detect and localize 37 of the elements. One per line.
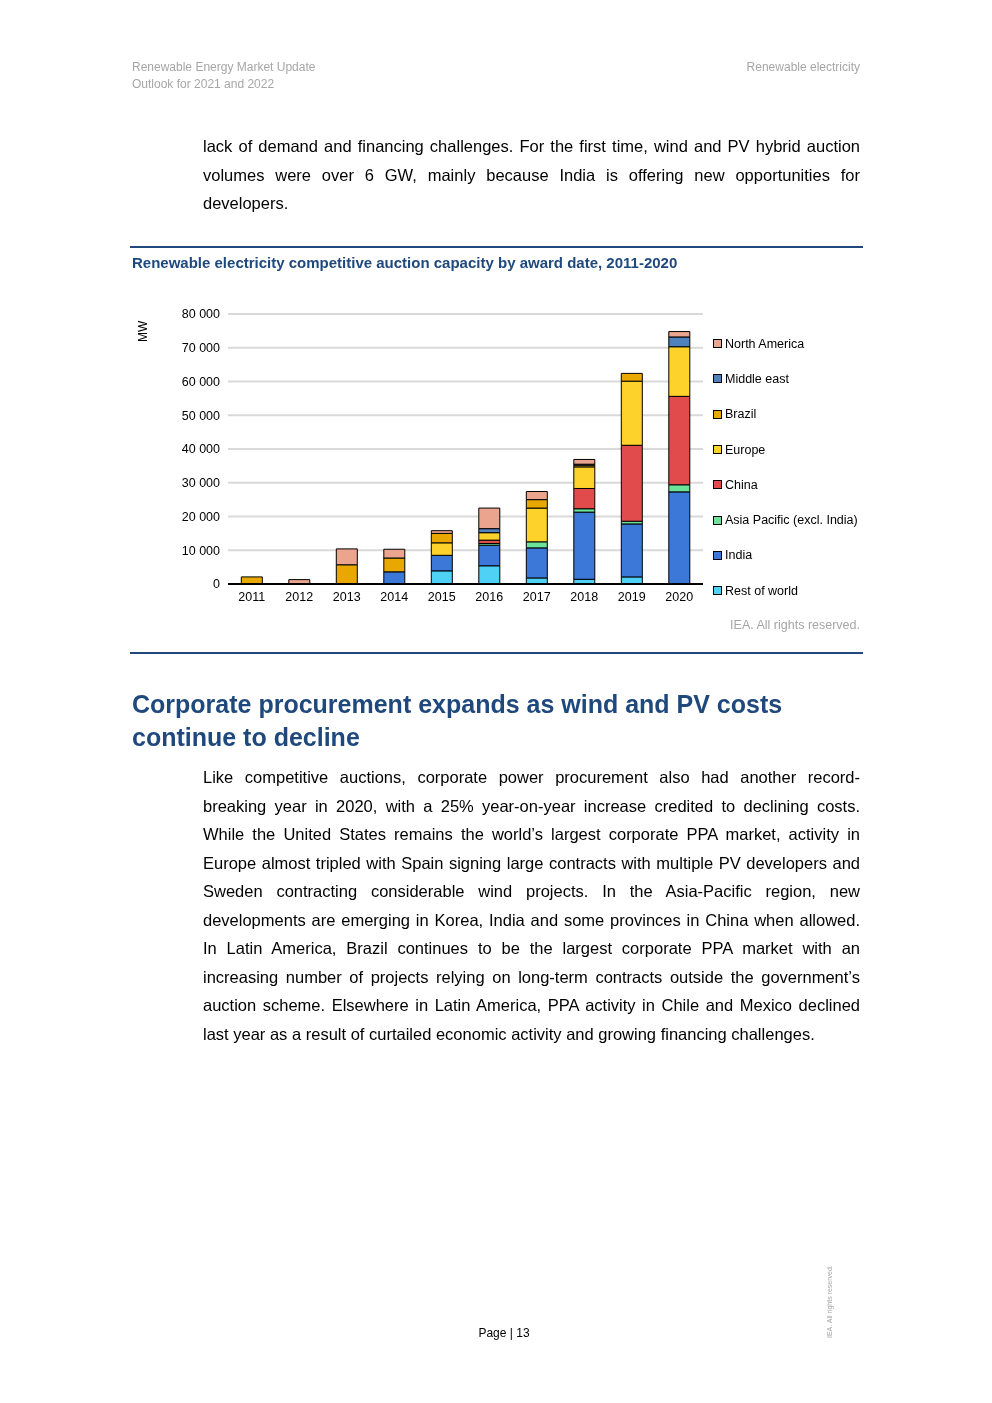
text: Page | 13 (477, 1326, 531, 1340)
text: Like competitive auctions, corporate power procurement also had another record-breaking year in 2020, with a 25% year-on-year increase credited to declining costs. While the United States remains the world’s largest corporate PPA market, activity in Europe almost tripled with Spain signing large contracts with multiple PV developers and Sweden contracting considerable wind projects. In the Asia-Pacific region, new developments are emerging in Korea, India and some provinces in China when allowed. In Latin America, Brazil continues to be the largest corporate PPA market with an increasing number of projects relying on long-term contracts outside the government’s auction scheme. Elsewhere in Latin America, PPA activity in Chile and Mexico declined last year as a result of curtailed economic activity and growing financing challenges. (203, 768, 860, 1043)
y-tick-label: 80 000 (181, 307, 221, 322)
y-tick-label: 30 000 (181, 476, 221, 491)
x-tick-label: 2019 (617, 589, 646, 604)
legend-label: Rest of world (725, 583, 798, 598)
legend-label: Europe (725, 442, 766, 457)
x-tick-label: 2012 (285, 589, 314, 604)
legend-label: Middle east (725, 371, 789, 386)
y-tick-label: 60 000 (181, 374, 221, 389)
text: lack of demand and financing challenges. For the first time, wind and PV hybrid auction volumes were over 6 GW, mainly because India is offering new opportunities for developers. (203, 136, 860, 214)
y-tick-label: 10 000 (181, 543, 221, 558)
text: IEA. All rights reserved. (729, 618, 860, 632)
x-tick-label: 2014 (380, 589, 409, 604)
y-axis-title: MW (136, 320, 150, 342)
legend-label: Brazil (725, 407, 757, 422)
y-tick-label: 50 000 (181, 408, 221, 423)
y-tick-label: 70 000 (181, 341, 221, 356)
text: Outlook for 2021 and 2022 (132, 77, 275, 91)
x-tick-label: 2018 (570, 589, 599, 604)
text: Renewable Energy Market Update (132, 60, 316, 74)
y-tick-label: 0 (213, 577, 221, 592)
y-tick-label: 40 000 (181, 442, 221, 457)
chart-title: Renewable electricity competitive auction capacity by award date, 2011-2020 (132, 254, 678, 271)
legend-label: China (725, 477, 758, 492)
legend-label: North America (725, 336, 805, 351)
text: Renewable electricity (745, 60, 860, 74)
text: Corporate procurement expands as wind and PV costs continue to decline (132, 689, 784, 753)
legend-label: India (725, 548, 753, 563)
x-tick-label: 2011 (238, 589, 266, 604)
y-tick-label: 20 000 (181, 509, 221, 524)
x-tick-label: 2013 (332, 589, 361, 604)
x-tick-label: 2017 (522, 589, 551, 604)
x-tick-label: 2020 (665, 589, 694, 604)
legend-label: Asia Pacific (excl. India) (725, 513, 858, 528)
x-tick-label: 2015 (427, 589, 456, 604)
x-tick-label: 2016 (475, 589, 504, 604)
